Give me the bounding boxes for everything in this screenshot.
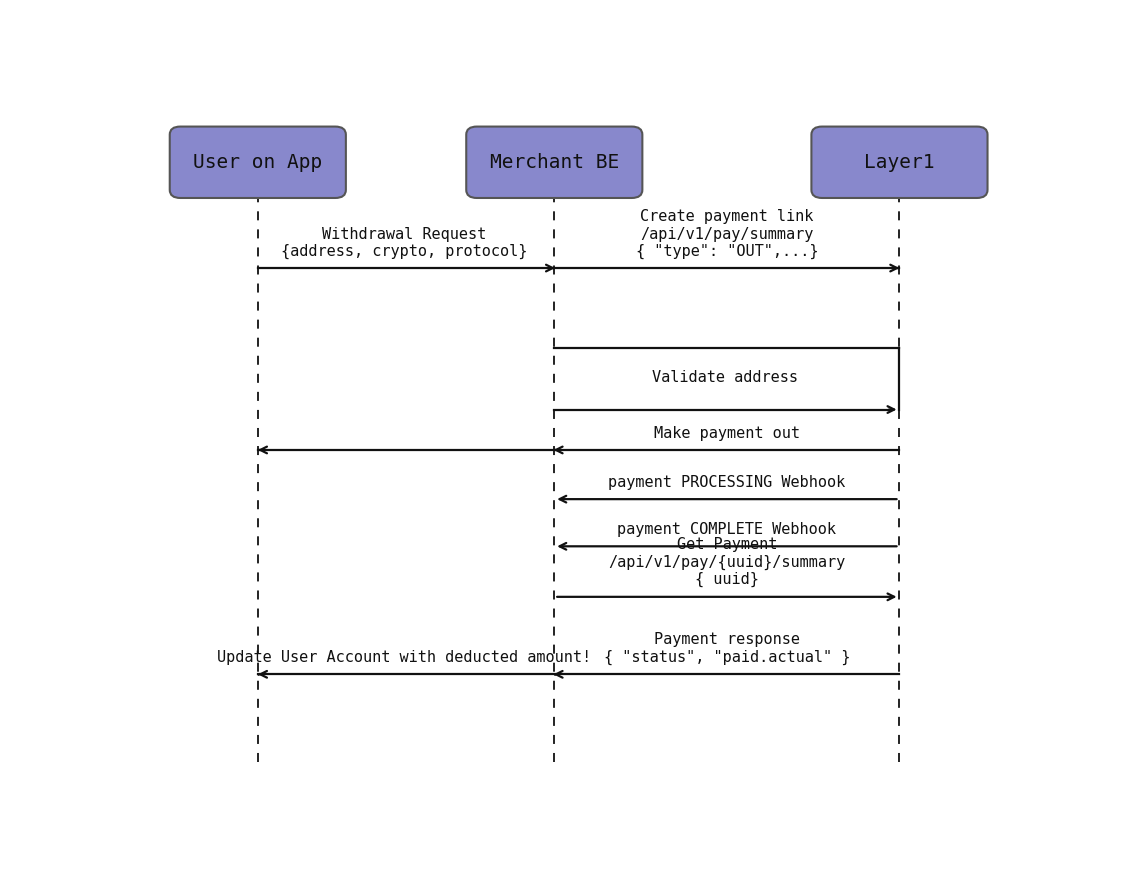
- Text: payment PROCESSING Webhook: payment PROCESSING Webhook: [609, 475, 845, 490]
- Text: User on App: User on App: [193, 153, 322, 172]
- Text: payment COMPLETE Webhook: payment COMPLETE Webhook: [618, 522, 836, 537]
- Text: Update User Account with deducted amount!: Update User Account with deducted amount…: [217, 650, 590, 665]
- Text: Withdrawal Request
{address, crypto, protocol}: Withdrawal Request {address, crypto, pro…: [281, 227, 526, 259]
- Text: Layer1: Layer1: [864, 153, 934, 172]
- Text: Merchant BE: Merchant BE: [490, 153, 619, 172]
- Text: Get Payment
/api/v1/pay/{uuid}/summary
{ uuid}: Get Payment /api/v1/pay/{uuid}/summary {…: [609, 537, 845, 587]
- Text: Create payment link
/api/v1/pay/summary
{ "type": "OUT",...}: Create payment link /api/v1/pay/summary …: [636, 209, 818, 259]
- Text: Make payment out: Make payment out: [654, 425, 799, 440]
- Text: Payment response
{ "status", "paid.actual" }: Payment response { "status", "paid.actua…: [604, 633, 850, 665]
- Text: Validate address: Validate address: [652, 370, 797, 385]
- FancyBboxPatch shape: [812, 127, 988, 198]
- FancyBboxPatch shape: [170, 127, 346, 198]
- FancyBboxPatch shape: [466, 127, 642, 198]
